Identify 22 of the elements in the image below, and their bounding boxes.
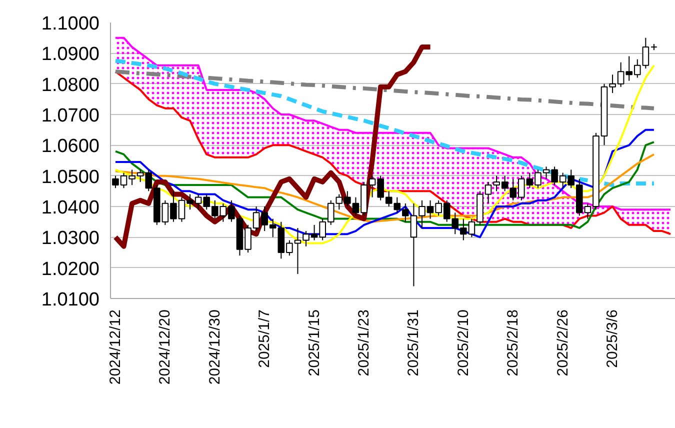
x-tick-label: 2024/12/12 bbox=[106, 309, 124, 385]
y-tick-label: 1.0700 bbox=[41, 106, 100, 126]
x-tick-label: 2025/1/15 bbox=[306, 309, 323, 376]
y-tick-label: 1.0400 bbox=[41, 198, 100, 218]
x-tick-label: 2024/12/30 bbox=[206, 309, 224, 385]
x-tick-label: 2025/1/31 bbox=[405, 309, 422, 376]
y-tick-label: 1.0800 bbox=[41, 74, 100, 96]
x-tick-label: 2025/2/10 bbox=[454, 309, 472, 376]
y-tick-label: 1.0500 bbox=[41, 166, 100, 188]
y-tick-label: 1.1000 bbox=[41, 14, 100, 34]
y-tick-label: 1.0200 bbox=[41, 258, 100, 280]
x-tick-label: 2025/2/26 bbox=[554, 309, 572, 376]
x-tick-label: 2025/1/23 bbox=[356, 309, 373, 376]
x-tick-label: 2025/2/18 bbox=[504, 309, 522, 376]
y-tick-label: 1.0100 bbox=[41, 290, 100, 310]
x-tick-label: 2024/12/20 bbox=[156, 309, 174, 385]
line-series bbox=[113, 70, 656, 110]
x-tick-label: 2025/1/7 bbox=[256, 310, 274, 368]
y-tick-label: 1.0300 bbox=[41, 228, 100, 250]
x-tick-label: 2025/3/6 bbox=[604, 310, 622, 368]
y-tick-label: 1.0900 bbox=[41, 44, 100, 66]
y-tick-label: 1.0600 bbox=[41, 136, 100, 158]
